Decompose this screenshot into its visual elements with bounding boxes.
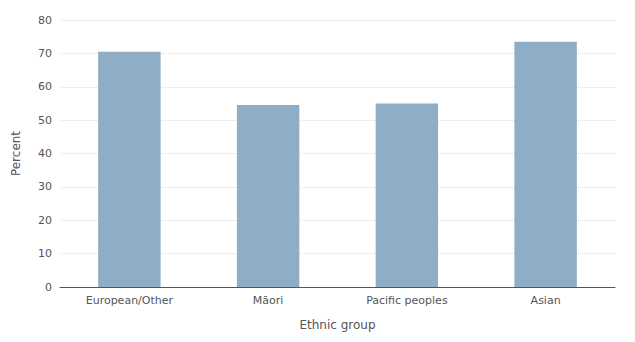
svg-text:80: 80 [38,14,52,27]
svg-text:European/Other: European/Other [86,294,174,307]
svg-text:70: 70 [38,47,52,60]
svg-text:Pacific peoples: Pacific peoples [366,294,448,307]
svg-text:40: 40 [38,147,52,160]
svg-text:0: 0 [45,281,52,294]
svg-text:50: 50 [38,114,52,127]
svg-text:Asian: Asian [531,294,561,307]
svg-text:Ethnic group: Ethnic group [299,318,375,332]
svg-text:Percent: Percent [9,131,23,176]
svg-text:30: 30 [38,180,52,193]
svg-text:Māori: Māori [253,294,284,307]
svg-text:60: 60 [38,80,52,93]
svg-text:10: 10 [38,247,52,260]
svg-text:20: 20 [38,214,52,227]
